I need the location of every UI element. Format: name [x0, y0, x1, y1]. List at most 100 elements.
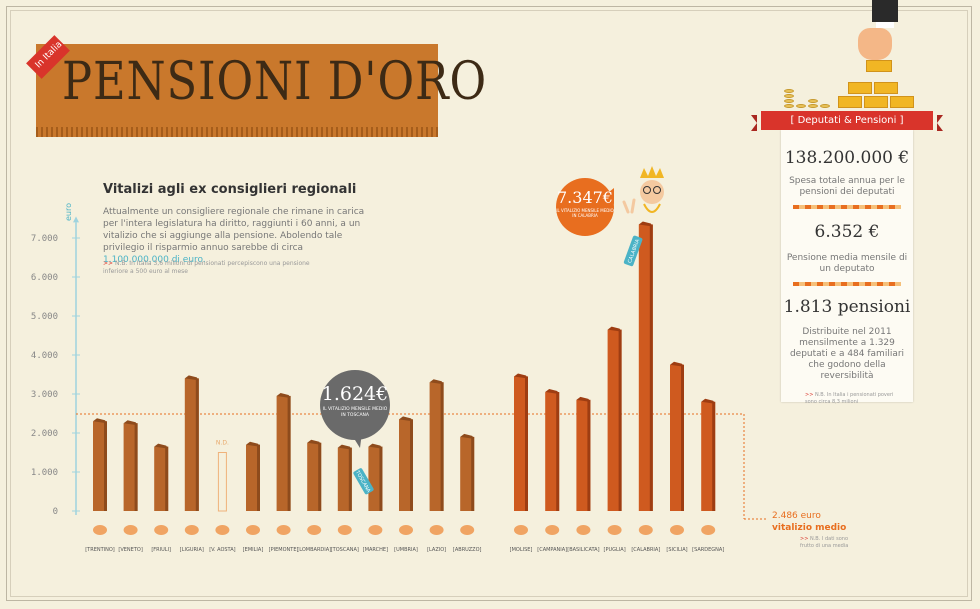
intro-highlight: 1.100.000.000 di euro.	[103, 255, 206, 265]
bar	[246, 444, 260, 511]
bar	[368, 446, 383, 511]
coin-icon	[784, 89, 794, 93]
region-label: [LIGURIA]	[180, 547, 204, 553]
region-label: [MOLISE]	[510, 547, 533, 553]
bar-top	[93, 418, 107, 424]
region-map-icon	[276, 525, 291, 535]
stat-average-pension: 6.352 €	[814, 222, 880, 242]
y-tick-label: 3.000	[31, 390, 58, 400]
bar-missing	[217, 452, 227, 512]
coin-icon	[808, 104, 818, 108]
gold-bar	[874, 82, 898, 94]
region-map-icon	[576, 525, 591, 535]
bar	[638, 224, 653, 512]
calabria-callout-text: IL VITALIZIO MENSILE MEDIO IN CALABRIA	[556, 208, 614, 218]
region-label: [ABRUZZO]	[453, 547, 482, 553]
crown-icon	[640, 166, 664, 178]
calabria-tag-shape	[623, 235, 643, 267]
shirt-cuff	[876, 22, 894, 28]
sidebar-note: >> N.B. In Italia i pensionati poveri so…	[805, 392, 905, 406]
y-tick-label: 1.000	[31, 468, 58, 478]
bar	[123, 423, 138, 511]
region-label: [UMBRIA]	[394, 547, 418, 553]
intro-note: >> N.B. In Italia 3,6 milioni di pension…	[103, 260, 313, 276]
region-label: [VENETO]	[118, 547, 142, 553]
toscana-callout-value: 1.624€	[321, 383, 389, 405]
bar-side	[525, 376, 528, 511]
chart-subtitle: Vitalizi agli ex consiglieri regionali	[103, 182, 357, 197]
divider-stripe	[793, 205, 901, 209]
page-title: PENSIONI D'ORO	[62, 52, 488, 112]
intro-text: Attualmente un consigliere regionale che…	[103, 207, 365, 253]
region-label: [SICILIA]	[666, 547, 687, 553]
stat-pension-count: 1.813 pensioni	[783, 297, 911, 317]
toscana-callout-text: IL VITALIZIO MENSILE MEDIO IN TOSCANA	[322, 407, 388, 418]
bar-top	[701, 398, 716, 404]
bar-top	[399, 416, 413, 422]
stat-pension-count-text: Distribuite nel 2011 mensilmente a 1.329…	[789, 327, 905, 381]
region-label: [TOSCANA]	[331, 547, 359, 553]
region-map-icon	[337, 525, 352, 535]
bar-side	[134, 423, 138, 511]
region-map-icon	[429, 525, 444, 535]
bar-side	[257, 444, 260, 511]
bar-top	[514, 373, 528, 379]
bar-side	[587, 399, 591, 511]
gold-bar	[838, 96, 862, 108]
region-label: [LOMBARDIA]	[297, 547, 331, 553]
y-tick-label: 0	[53, 507, 58, 517]
gold-bar	[848, 82, 872, 94]
bar	[399, 419, 413, 511]
bar-side	[649, 224, 653, 512]
region-map-icon	[154, 525, 169, 535]
y-tick-label: 7.000	[31, 234, 58, 244]
region-map-icon	[638, 525, 653, 535]
coin-icon	[808, 99, 818, 103]
y-tick-label: 2.000	[31, 429, 58, 439]
bar-side	[318, 442, 322, 511]
bar	[545, 392, 560, 511]
bar-top	[576, 396, 591, 402]
glasses-icon	[653, 186, 661, 194]
bar	[514, 376, 528, 511]
sidebar-ribbon: [ Deputati & Pensioni ]	[751, 111, 943, 131]
bar-side	[712, 401, 716, 511]
coin-icon	[820, 104, 830, 108]
toscana-callout: 1.624€ IL VITALIZIO MENSILE MEDIO IN TOS…	[320, 370, 390, 440]
bar-side	[556, 392, 560, 511]
coin-icon	[796, 104, 806, 108]
bar-top	[545, 389, 560, 395]
average-note: >> N.B. I dati sono frutto di una media	[800, 536, 850, 550]
bar-missing-label: N.D.	[216, 440, 229, 447]
face-illustration	[640, 180, 664, 204]
bar-side	[440, 382, 444, 511]
bar	[607, 329, 622, 511]
toscana-tag-shape	[353, 468, 374, 495]
bar	[670, 364, 684, 511]
coin-icon	[784, 94, 794, 98]
calabria-callout-value: 7.347€	[557, 188, 613, 207]
region-label: [PIEMONTE]	[269, 547, 299, 553]
bar-top	[429, 379, 444, 385]
region-map-icon	[399, 525, 413, 535]
bar-top	[607, 326, 622, 332]
bar-top	[638, 221, 653, 227]
region-map-icon	[93, 525, 107, 535]
divider-stripe	[793, 282, 901, 286]
bar	[701, 401, 716, 511]
region-labels: [TRENTINO] [VENETO] [FRIULI] [LIGURIA] [V. A…	[85, 547, 724, 553]
region-map-icon	[545, 525, 560, 535]
bar	[154, 446, 169, 511]
region-label: [V. AOSTA]	[209, 547, 235, 553]
bar-top	[337, 444, 352, 450]
average-line	[76, 413, 768, 520]
stat-average-pension-text: Pensione media mensile di un deputato	[786, 253, 908, 274]
region-map-icon	[215, 525, 230, 535]
region-label: [PUGLIA]	[604, 547, 626, 553]
y-tick-label: 5.000	[31, 312, 58, 322]
bar-side	[165, 446, 169, 511]
bar-side	[195, 378, 199, 511]
victory-hand-icon	[622, 198, 636, 214]
y-axis-label: euro	[64, 203, 73, 221]
bar-top	[123, 420, 138, 426]
